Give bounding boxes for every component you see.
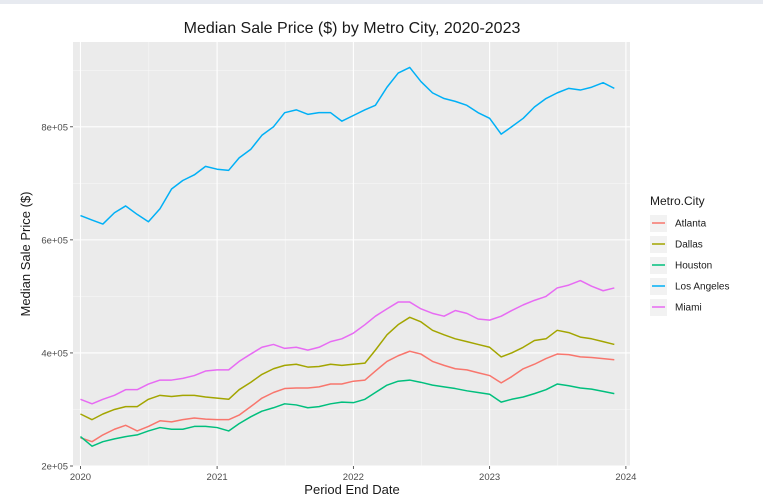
y-tick-label: 4e+05 [41, 348, 68, 359]
series-line-atlanta [80, 350, 615, 443]
series-line-houston [79, 379, 615, 447]
chart-title: Median Sale Price ($) by Metro City, 202… [184, 20, 521, 37]
legend-title: Metro.City [650, 194, 705, 208]
gridlines [73, 42, 630, 467]
series-lines [79, 66, 615, 447]
legend-label: Dallas [675, 240, 703, 251]
legend: Metro.City Atlanta Dallas Houston Los Angel… [650, 194, 730, 316]
y-tick-label: 8e+05 [41, 122, 68, 133]
series-line-miami [80, 279, 615, 405]
y-tick-label: 6e+05 [41, 235, 68, 246]
series-line-los-angeles [80, 66, 615, 225]
x-tick-label: 2023 [479, 472, 500, 483]
y-tick-label: 2e+05 [41, 462, 68, 473]
x-tick-label: 2020 [70, 472, 91, 483]
legend-label: Atlanta [675, 219, 707, 230]
legend-label: Houston [675, 261, 712, 272]
legend-label: Miami [675, 303, 702, 314]
x-tick-label: 2022 [343, 472, 364, 483]
y-axis: 2e+05 4e+05 6e+05 8e+05 [41, 122, 73, 473]
series-line-dallas [80, 316, 615, 421]
x-axis-title: Period End Date [304, 482, 399, 497]
y-axis-title: Median Sale Price ($) [18, 192, 33, 317]
x-tick-label: 2024 [615, 472, 636, 483]
legend-label: Los Angeles [675, 282, 730, 293]
x-tick-label: 2021 [207, 472, 228, 483]
top-border [0, 0, 763, 4]
x-axis: 2020 2021 2022 2023 2024 [70, 466, 636, 483]
